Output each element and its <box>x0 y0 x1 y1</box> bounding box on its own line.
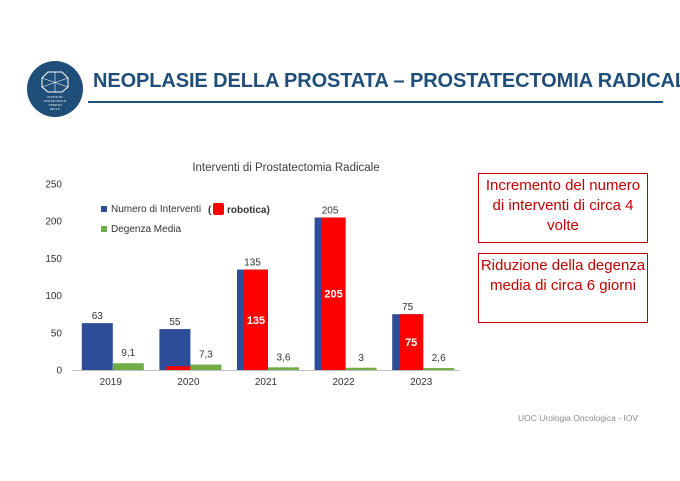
bar-interventi <box>159 329 191 370</box>
x-tick-label: 2022 <box>332 377 355 388</box>
data-label-interventi: 55 <box>169 317 181 328</box>
logo-text: IRCCS <box>50 107 60 111</box>
legend-swatch-interventi <box>101 206 107 212</box>
bar-degenza <box>112 363 144 370</box>
bar-interventi <box>81 323 113 370</box>
legend-label-robotica: robotica) <box>227 205 270 216</box>
data-label-interventi: 205 <box>322 205 339 216</box>
data-label-degenza: 7,3 <box>199 350 213 361</box>
y-tick-label: 150 <box>45 254 62 265</box>
data-label-robotica: 135 <box>247 315 265 327</box>
data-label-robotica: 205 <box>324 289 342 301</box>
data-label-interventi: 63 <box>92 311 104 322</box>
data-label-degenza: 3,6 <box>277 352 291 363</box>
legend-label-interventi: Numero di Interventi <box>111 204 201 215</box>
y-tick-label: 250 <box>45 180 62 191</box>
legend-swatch-degenza <box>101 226 107 232</box>
legend-swatch-robotica <box>213 203 224 215</box>
footer-credit: UOC Urologia Oncologica - IOV <box>518 413 638 423</box>
bar-robotica <box>321 217 346 370</box>
bar-degenza <box>190 364 222 370</box>
logo-text: ONCOLOGICO <box>44 99 67 103</box>
bar-robotica <box>399 314 424 370</box>
y-tick-label: 100 <box>45 291 62 302</box>
x-tick-label: 2021 <box>255 377 278 388</box>
bar-degenza <box>423 368 455 370</box>
logo-text: VENETO <box>48 103 62 107</box>
bar-degenza <box>345 367 377 370</box>
page-title: NEOPLASIE DELLA PROSTATA – PROSTATECTOMI… <box>93 70 680 92</box>
iov-logo: ISTITUTO ONCOLOGICO VENETO IRCCS <box>27 61 83 117</box>
title-underline <box>88 101 663 103</box>
bar-robotica <box>244 269 268 370</box>
bar-robotica <box>166 366 191 370</box>
chart-title: Interventi di Prostatectomia Radicale <box>192 162 379 174</box>
note-reduction-degenza: Riduzione della degenza media di circa 6… <box>478 253 648 323</box>
y-tick-label: 200 <box>45 217 62 228</box>
data-label-degenza: 2,6 <box>432 353 446 364</box>
y-tick-label: 50 <box>51 328 63 339</box>
logo-text: ISTITUTO <box>47 95 63 99</box>
bar-degenza <box>268 367 299 370</box>
x-tick-label: 2019 <box>100 377 123 388</box>
y-tick-label: 0 <box>56 366 62 377</box>
data-label-robotica: 75 <box>405 337 417 349</box>
x-tick-label: 2020 <box>177 377 200 388</box>
data-label-interventi: 75 <box>402 302 414 313</box>
x-tick-label: 2023 <box>410 377 433 388</box>
data-label-degenza: 3 <box>358 353 364 364</box>
legend-robotica-paren: ( <box>208 205 212 216</box>
data-label-interventi: 135 <box>244 258 261 269</box>
data-label-degenza: 9,1 <box>121 348 135 359</box>
legend-label-degenza: Degenza Media <box>111 224 181 235</box>
note-increase-interventions: Incremento del numero di interventi di c… <box>478 173 648 243</box>
